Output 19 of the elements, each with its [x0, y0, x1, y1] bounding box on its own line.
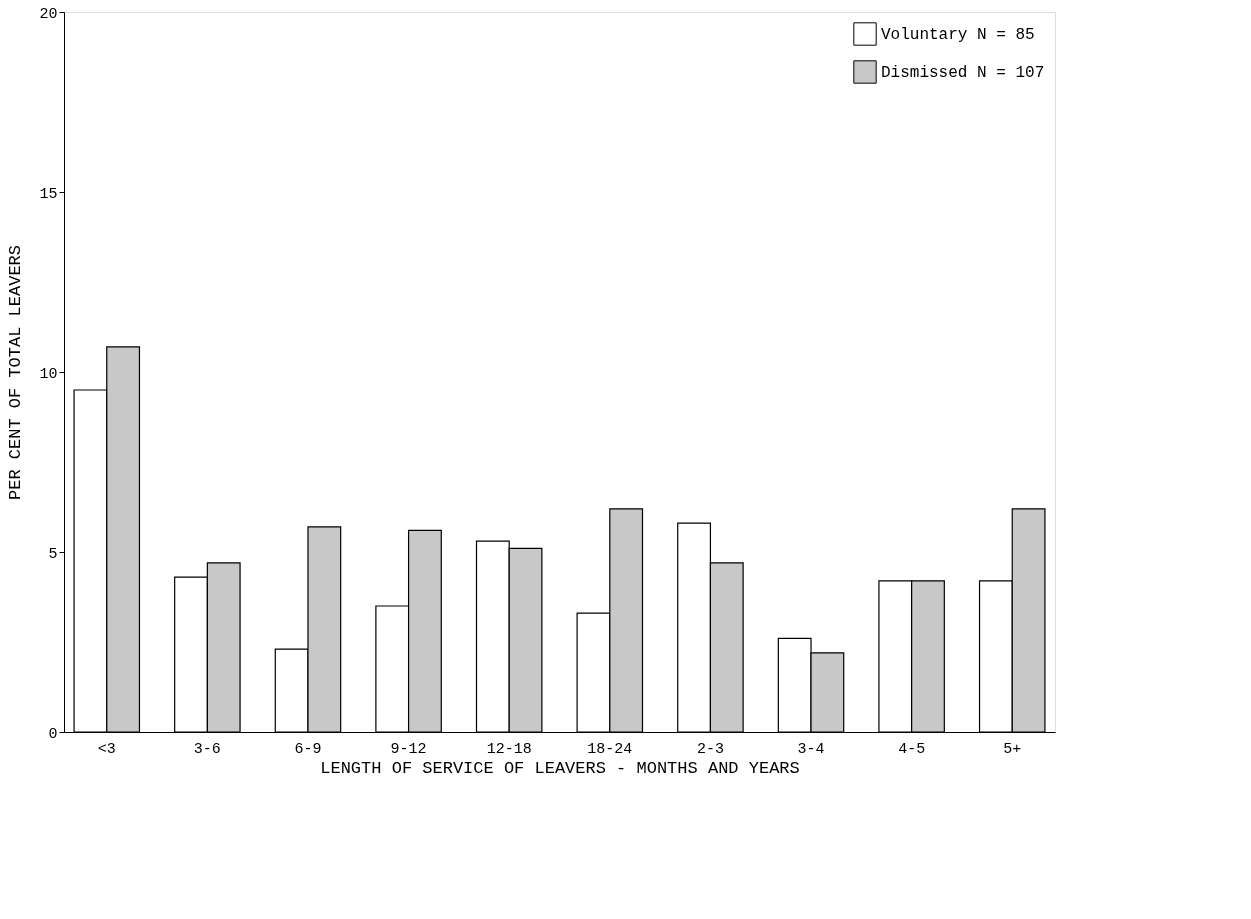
x-tick-label: 5+ [1003, 740, 1022, 758]
legend-label: Dismissed N = 107 [881, 64, 1045, 82]
x-tick-label: 3-4 [797, 740, 825, 758]
y-tick-label: 10 [39, 365, 58, 383]
x-tick-label: 18-24 [587, 740, 633, 758]
legend-label: Voluntary N = 85 [881, 26, 1035, 44]
y-tick-label: 0 [48, 725, 58, 743]
x-tick-label: 12-18 [486, 740, 532, 758]
x-tick-label: 2-3 [696, 740, 724, 758]
x-tick-label: <3 [97, 740, 116, 758]
x-tick-label: 3-6 [193, 740, 221, 758]
x-tick-label: 9-12 [390, 740, 427, 758]
y-tick-label: 15 [39, 185, 58, 203]
y-tick-label: 20 [39, 5, 58, 23]
y-tick-label: 5 [48, 545, 58, 563]
x-tick-label: 6-9 [294, 740, 322, 758]
x-tick-label: 4-5 [898, 740, 926, 758]
y-axis-title: PER CENT OF TOTAL LEAVERS [6, 244, 26, 501]
x-axis-title: LENGTH OF SERVICE OF LEAVERS - MONTHS AND YEARS [320, 758, 800, 778]
